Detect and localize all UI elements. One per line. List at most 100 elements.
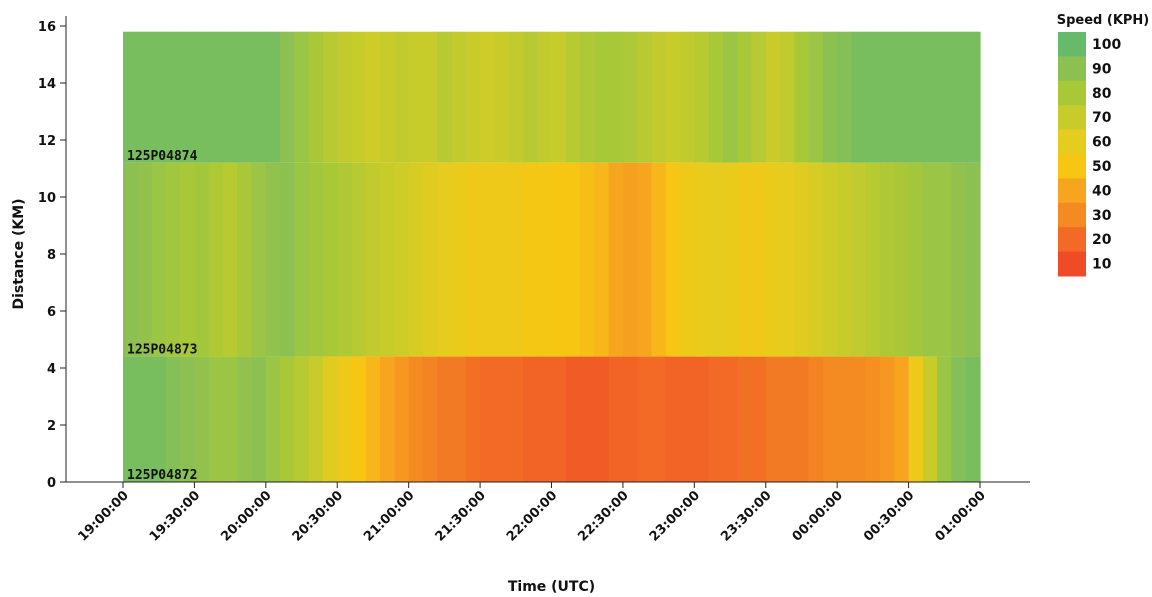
legend-swatch-40: [1058, 178, 1086, 204]
legend-label-60: 60: [1092, 135, 1112, 151]
x-tick-label-9: 23:30:00: [718, 488, 774, 544]
heatmap-cell-s0-37: [651, 31, 667, 163]
legend-swatch-80: [1058, 80, 1086, 106]
heatmap-cell-s0-30: [551, 31, 567, 163]
heatmap-cell-s0-38: [665, 31, 681, 163]
legend-label-40: 40: [1092, 183, 1112, 199]
heatmap-cell-s1-9: [251, 162, 267, 357]
heatmap-cell-s1-57: [937, 162, 953, 357]
heatmap-cell-s0-58: [951, 31, 967, 163]
heatmap-cell-s1-55: [908, 162, 924, 357]
sensor-labels: 125P04874 125P04873 125P04872: [127, 149, 198, 483]
y-tick-label-8: 8: [47, 248, 56, 263]
heatmap-cell-s0-54: [894, 31, 910, 163]
heatmap-cell-s1-35: [622, 162, 638, 357]
y-tick-label-0: 0: [47, 476, 56, 491]
heatmap-cell-s2-24: [465, 356, 481, 482]
legend-label-50: 50: [1092, 159, 1112, 175]
heatmap-cell-s2-53: [880, 356, 895, 482]
y-tick-label-6: 6: [47, 305, 56, 320]
y-tick-label-4: 4: [47, 362, 56, 377]
heatmap-cell-s1-37: [651, 162, 667, 357]
heatmap-cell-s2-58: [951, 356, 967, 482]
heatmap-cell-s0-48: [808, 31, 824, 163]
x-tick-label-7: 22:30:00: [575, 488, 631, 544]
heatmap-cell-s1-14: [322, 162, 338, 357]
heatmap-cell-s1-28: [522, 162, 538, 357]
x-tick-label-2: 20:00:00: [218, 488, 274, 544]
heatmap-cell-s0-44: [751, 31, 767, 163]
sensor-label-125P04872: 125P04872: [127, 468, 197, 483]
heatmap-cell-s2-57: [937, 356, 953, 482]
x-tick-label-4: 21:00:00: [361, 488, 417, 544]
heatmap-cell-s2-40: [694, 356, 710, 482]
heatmap-cell-s2-4: [180, 356, 196, 482]
heatmap-cell-s0-35: [622, 31, 638, 163]
heatmap-cell-s0-0: [123, 31, 138, 163]
heatmap-cell-s1-0: [123, 162, 138, 357]
heatmap-cell-s1-22: [437, 162, 453, 357]
heatmap-cell-s2-12: [294, 356, 310, 482]
heatmap-cell-s2-56: [922, 356, 938, 482]
heatmap-cell-s0-49: [822, 31, 838, 163]
heatmap-cell-s1-38: [665, 162, 681, 357]
heatmap-cell-s1-56: [922, 162, 938, 357]
heatmap-cell-s0-59: [965, 31, 981, 163]
heatmap-cell-s0-53: [880, 31, 895, 163]
heatmap-cell-s1-7: [222, 162, 238, 357]
heatmap-cell-s2-13: [308, 356, 324, 482]
heatmap-cell-s2-38: [665, 356, 681, 482]
heatmap-cell-s2-11: [280, 356, 295, 482]
heatmap-cell-s2-46: [780, 356, 795, 482]
heatmap-cell-s1-19: [394, 162, 410, 357]
heatmap-cell-s2-55: [908, 356, 924, 482]
heatmap-cell-s1-8: [237, 162, 253, 357]
sensor-label-125P04874: 125P04874: [127, 149, 198, 164]
heatmap-cell-s0-7: [222, 31, 238, 163]
heatmap-cell-s1-51: [851, 162, 867, 357]
heatmap-cell-s1-3: [165, 162, 181, 357]
legend-swatch-50: [1058, 154, 1086, 179]
heatmap-cell-s2-25: [480, 356, 495, 482]
legend: Speed (KPH) 100 90 80 70 60 50 40 30 20 10: [1057, 13, 1149, 277]
heatmap-cell-s1-23: [451, 162, 467, 357]
heatmap-cell-s0-3: [165, 31, 181, 163]
heatmap-cell-s1-12: [294, 162, 310, 357]
heatmap-cell-s0-32: [580, 31, 595, 163]
heatmap-cell-s0-14: [322, 31, 338, 163]
legend-swatch-10: [1058, 251, 1086, 277]
legend-label-70: 70: [1092, 110, 1112, 126]
heatmap-cell-s1-45: [765, 162, 781, 357]
heatmap-cell-s2-15: [337, 356, 353, 482]
heatmap-cell-s0-29: [537, 31, 553, 163]
x-tick-label-10: 00:00:00: [790, 488, 846, 544]
heatmap-cell-s2-42: [722, 356, 738, 482]
legend-label-100: 100: [1092, 37, 1121, 53]
heatmap-cell-s0-26: [494, 31, 510, 163]
legend-label-90: 90: [1092, 61, 1112, 77]
heatmap-cell-s2-19: [394, 356, 410, 482]
y-tick-label-10: 10: [38, 191, 56, 206]
heatmap-cell-s1-30: [551, 162, 567, 357]
heatmap-cell-s1-39: [680, 162, 695, 357]
heatmap-cell-s1-11: [280, 162, 295, 357]
heatmap-cell-s2-34: [608, 356, 624, 482]
heatmap-cell-s1-5: [194, 162, 210, 357]
heatmap-cell-s0-24: [465, 31, 481, 163]
heatmap-cell-s2-16: [351, 356, 367, 482]
x-tick-label-12: 01:00:00: [932, 488, 988, 544]
legend-label-10: 10: [1092, 257, 1112, 273]
heatmap-cell-s0-50: [837, 31, 853, 163]
heatmap-cell-s1-13: [308, 162, 324, 357]
heatmap-cell-s2-5: [194, 356, 210, 482]
x-tick-label-11: 00:30:00: [861, 488, 917, 544]
y-tick-label-12: 12: [38, 134, 56, 149]
heatmap-cell-s1-29: [537, 162, 553, 357]
heatmap-cell-s0-25: [480, 31, 495, 163]
legend-label-80: 80: [1092, 86, 1112, 102]
heatmap-cell-s0-5: [194, 31, 210, 163]
heatmap-cell-s2-22: [437, 356, 453, 482]
heatmap-cell-s2-9: [251, 356, 267, 482]
heatmap-cell-s0-16: [351, 31, 367, 163]
heatmap-cell-s2-18: [380, 356, 395, 482]
